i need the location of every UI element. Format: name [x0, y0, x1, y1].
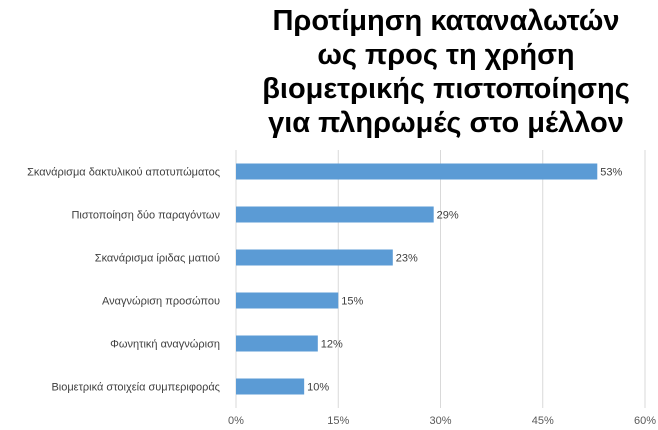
bar	[236, 249, 393, 266]
bar	[236, 335, 318, 352]
category-label: Σκανάρισμα δακτυλικού αποτυπώματος	[27, 167, 220, 179]
chart-title-line: Προτίμηση καταναλωτών	[272, 5, 620, 37]
x-tick-label: 15%	[327, 415, 349, 427]
bar	[236, 163, 598, 180]
x-tick-label: 30%	[429, 415, 451, 427]
data-label: 23%	[396, 253, 418, 265]
category-label: Αναγνώριση προσώπου	[102, 296, 220, 308]
category-label: Σκανάρισμα ίριδας ματιού	[95, 253, 220, 265]
data-label: 15%	[341, 296, 363, 308]
bar	[236, 206, 434, 223]
chart-title: Προτίμηση καταναλωτών ως προς τη χρήση β…	[236, 4, 656, 140]
category-label: Βιομετρικά στοιχεία συμπεριφοράς	[51, 382, 220, 394]
labels: 0% 15% 30% 45% 60% Σκανάρισμα δακτυλικού αποτ…	[27, 167, 656, 428]
bar	[236, 292, 339, 309]
data-label: 53%	[600, 167, 622, 179]
x-tick-label: 45%	[532, 415, 554, 427]
category-label: Φωνητική αναγνώριση	[110, 339, 220, 351]
data-label: 12%	[321, 339, 343, 351]
x-tick-label: 60%	[634, 415, 656, 427]
category-label: Πιστοποίηση δύο παραγόντων	[71, 210, 220, 222]
bar	[236, 378, 305, 395]
chart-title-line: για πληρωμές στο μέλλον	[268, 107, 624, 139]
gridlines	[235, 150, 646, 408]
chart-title-line: βιομετρικής πιστοποίησης	[262, 73, 630, 105]
x-tick-label: 0%	[228, 415, 244, 427]
data-label: 29%	[437, 210, 459, 222]
chart-title-line: ως προς τη χρήση	[317, 39, 575, 71]
data-label: 10%	[307, 382, 329, 394]
bars	[236, 163, 598, 395]
